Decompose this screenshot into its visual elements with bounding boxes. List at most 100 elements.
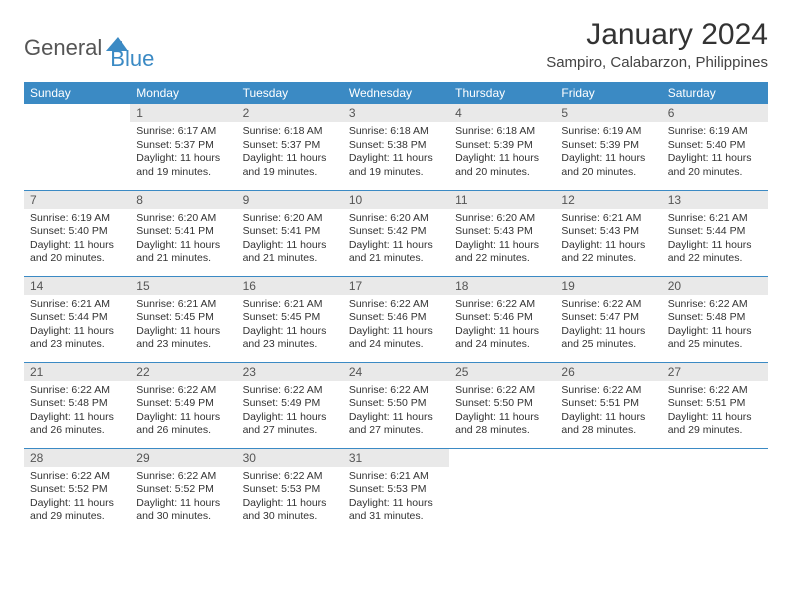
sunrise-text: Sunrise: 6:21 AM xyxy=(136,298,230,312)
calendar-body: 1Sunrise: 6:17 AMSunset: 5:37 PMDaylight… xyxy=(24,104,768,534)
day-number: 16 xyxy=(237,277,343,295)
day-details: Sunrise: 6:18 AMSunset: 5:37 PMDaylight:… xyxy=(243,125,337,180)
day-number: 5 xyxy=(555,104,661,122)
day-number: 12 xyxy=(555,191,661,209)
calendar-cell: 22Sunrise: 6:22 AMSunset: 5:49 PMDayligh… xyxy=(130,362,236,448)
daylight-text: Daylight: 11 hours and 23 minutes. xyxy=(30,325,124,352)
daylight-text: Daylight: 11 hours and 20 minutes. xyxy=(455,152,549,179)
calendar-cell: 19Sunrise: 6:22 AMSunset: 5:47 PMDayligh… xyxy=(555,276,661,362)
sunrise-text: Sunrise: 6:19 AM xyxy=(30,212,124,226)
page-title: January 2024 xyxy=(546,18,768,52)
day-details: Sunrise: 6:21 AMSunset: 5:53 PMDaylight:… xyxy=(349,470,443,525)
calendar-row: 14 Sunrise: 6:21 AMSunset: 5:44 PMDayligh… xyxy=(24,276,768,362)
daylight-text: Daylight: 11 hours and 31 minutes. xyxy=(349,497,443,524)
daylight-text: Daylight: 11 hours and 30 minutes. xyxy=(243,497,337,524)
day-details: Sunrise: 6:22 AMSunset: 5:51 PMDaylight:… xyxy=(561,384,655,439)
sunset-text: Sunset: 5:47 PM xyxy=(561,311,655,325)
sunset-text: Sunset: 5:51 PM xyxy=(561,397,655,411)
calendar-cell: 13Sunrise: 6:21 AMSunset: 5:44 PMDayligh… xyxy=(662,190,768,276)
calendar-cell: 2Sunrise: 6:18 AMSunset: 5:37 PMDaylight… xyxy=(237,104,343,190)
sunrise-text: Sunrise: 6:17 AM xyxy=(136,125,230,139)
weekday-header: Friday xyxy=(555,82,661,104)
sunrise-text: Sunrise: 6:18 AM xyxy=(243,125,337,139)
weekday-header: Sunday xyxy=(24,82,130,104)
day-number: 4 xyxy=(449,104,555,122)
calendar-cell: 26Sunrise: 6:22 AMSunset: 5:51 PMDayligh… xyxy=(555,362,661,448)
calendar-cell: 24Sunrise: 6:22 AMSunset: 5:50 PMDayligh… xyxy=(343,362,449,448)
sunset-text: Sunset: 5:44 PM xyxy=(668,225,762,239)
day-number: 6 xyxy=(662,104,768,122)
sunset-text: Sunset: 5:39 PM xyxy=(455,139,549,153)
calendar-cell: 7Sunrise: 6:19 AMSunset: 5:40 PMDaylight… xyxy=(24,190,130,276)
day-number: 21 xyxy=(24,363,130,381)
day-details: Sunrise: 6:22 AMSunset: 5:51 PMDaylight:… xyxy=(668,384,762,439)
calendar-cell: 11Sunrise: 6:20 AMSunset: 5:43 PMDayligh… xyxy=(449,190,555,276)
daylight-text: Daylight: 11 hours and 21 minutes. xyxy=(243,239,337,266)
day-details: Sunrise: 6:21 AMSunset: 5:45 PMDaylight:… xyxy=(136,298,230,353)
calendar-cell: 29Sunrise: 6:22 AMSunset: 5:52 PMDayligh… xyxy=(130,448,236,534)
calendar-table: Sunday Monday Tuesday Wednesday Thursday… xyxy=(24,82,768,534)
sunset-text: Sunset: 5:48 PM xyxy=(668,311,762,325)
day-number: 8 xyxy=(130,191,236,209)
calendar-row: 21 Sunrise: 6:22 AMSunset: 5:48 PMDayligh… xyxy=(24,362,768,448)
sunrise-text: Sunrise: 6:22 AM xyxy=(561,384,655,398)
calendar-cell: 17Sunrise: 6:22 AMSunset: 5:46 PMDayligh… xyxy=(343,276,449,362)
calendar-cell: 21 Sunrise: 6:22 AMSunset: 5:48 PMDayligh… xyxy=(24,362,130,448)
sunrise-text: Sunrise: 6:21 AM xyxy=(349,470,443,484)
sunset-text: Sunset: 5:38 PM xyxy=(349,139,443,153)
calendar-cell: 18Sunrise: 6:22 AMSunset: 5:46 PMDayligh… xyxy=(449,276,555,362)
daylight-text: Daylight: 11 hours and 30 minutes. xyxy=(136,497,230,524)
weekday-header-row: Sunday Monday Tuesday Wednesday Thursday… xyxy=(24,82,768,104)
sunset-text: Sunset: 5:43 PM xyxy=(455,225,549,239)
logo-text-blue: Blue xyxy=(110,46,154,72)
sunrise-text: Sunrise: 6:22 AM xyxy=(349,298,443,312)
sunset-text: Sunset: 5:53 PM xyxy=(349,483,443,497)
day-details: Sunrise: 6:21 AMSunset: 5:44 PMDaylight:… xyxy=(30,298,124,353)
sunset-text: Sunset: 5:49 PM xyxy=(136,397,230,411)
location-label: Sampiro, Calabarzon, Philippines xyxy=(546,54,768,71)
day-details: Sunrise: 6:22 AMSunset: 5:48 PMDaylight:… xyxy=(30,384,124,439)
calendar-cell: 9Sunrise: 6:20 AMSunset: 5:41 PMDaylight… xyxy=(237,190,343,276)
day-number: 25 xyxy=(449,363,555,381)
calendar-cell xyxy=(24,104,130,190)
calendar-row: 7Sunrise: 6:19 AMSunset: 5:40 PMDaylight… xyxy=(24,190,768,276)
day-details: Sunrise: 6:17 AMSunset: 5:37 PMDaylight:… xyxy=(136,125,230,180)
calendar-row: 28Sunrise: 6:22 AMSunset: 5:52 PMDayligh… xyxy=(24,448,768,534)
day-number: 24 xyxy=(343,363,449,381)
daylight-text: Daylight: 11 hours and 24 minutes. xyxy=(455,325,549,352)
day-number: 3 xyxy=(343,104,449,122)
sunrise-text: Sunrise: 6:20 AM xyxy=(349,212,443,226)
day-details: Sunrise: 6:22 AMSunset: 5:48 PMDaylight:… xyxy=(668,298,762,353)
daylight-text: Daylight: 11 hours and 28 minutes. xyxy=(455,411,549,438)
day-details: Sunrise: 6:20 AMSunset: 5:41 PMDaylight:… xyxy=(136,212,230,267)
day-details: Sunrise: 6:20 AMSunset: 5:43 PMDaylight:… xyxy=(455,212,549,267)
day-details: Sunrise: 6:19 AMSunset: 5:40 PMDaylight:… xyxy=(668,125,762,180)
day-details: Sunrise: 6:20 AMSunset: 5:42 PMDaylight:… xyxy=(349,212,443,267)
day-number: 7 xyxy=(24,191,130,209)
sunset-text: Sunset: 5:50 PM xyxy=(349,397,443,411)
day-number: 20 xyxy=(662,277,768,295)
sunrise-text: Sunrise: 6:22 AM xyxy=(668,384,762,398)
title-block: January 2024 Sampiro, Calabarzon, Philip… xyxy=(546,18,768,71)
sunset-text: Sunset: 5:42 PM xyxy=(349,225,443,239)
sunrise-text: Sunrise: 6:19 AM xyxy=(668,125,762,139)
daylight-text: Daylight: 11 hours and 22 minutes. xyxy=(455,239,549,266)
day-number: 30 xyxy=(237,449,343,467)
sunrise-text: Sunrise: 6:21 AM xyxy=(668,212,762,226)
sunset-text: Sunset: 5:46 PM xyxy=(455,311,549,325)
daylight-text: Daylight: 11 hours and 22 minutes. xyxy=(561,239,655,266)
daylight-text: Daylight: 11 hours and 28 minutes. xyxy=(561,411,655,438)
logo: General Blue xyxy=(24,18,154,72)
sunset-text: Sunset: 5:52 PM xyxy=(136,483,230,497)
sunset-text: Sunset: 5:45 PM xyxy=(136,311,230,325)
daylight-text: Daylight: 11 hours and 23 minutes. xyxy=(136,325,230,352)
day-number: 15 xyxy=(130,277,236,295)
calendar-cell: 25Sunrise: 6:22 AMSunset: 5:50 PMDayligh… xyxy=(449,362,555,448)
calendar-cell: 27Sunrise: 6:22 AMSunset: 5:51 PMDayligh… xyxy=(662,362,768,448)
day-number: 14 xyxy=(24,277,130,295)
sunrise-text: Sunrise: 6:22 AM xyxy=(136,384,230,398)
sunset-text: Sunset: 5:50 PM xyxy=(455,397,549,411)
daylight-text: Daylight: 11 hours and 19 minutes. xyxy=(243,152,337,179)
sunrise-text: Sunrise: 6:22 AM xyxy=(30,384,124,398)
day-number: 23 xyxy=(237,363,343,381)
